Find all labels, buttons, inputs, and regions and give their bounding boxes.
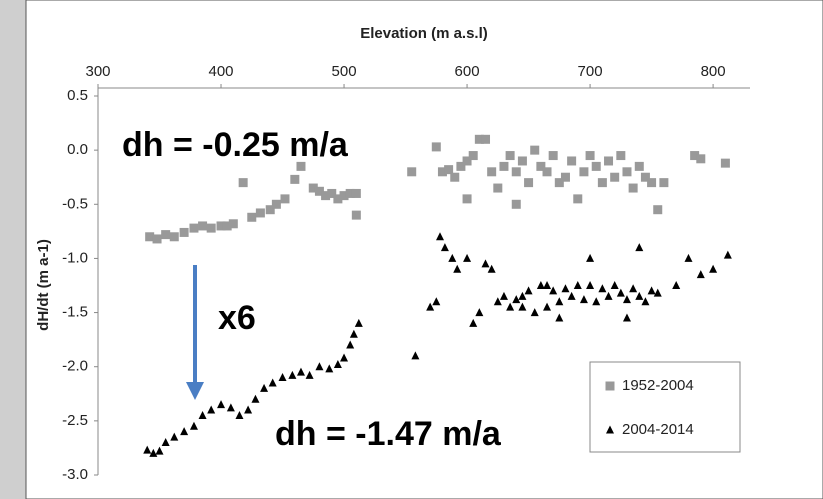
point <box>161 230 170 239</box>
point <box>189 224 198 233</box>
point <box>247 213 256 222</box>
point <box>229 219 238 228</box>
y-tick-label: 0.0 <box>67 141 88 158</box>
y-tick-label: -3.0 <box>62 466 88 483</box>
point <box>407 167 416 176</box>
point <box>530 146 539 155</box>
point <box>207 224 216 233</box>
point <box>481 135 490 144</box>
point <box>592 162 601 171</box>
x-tick-label: 600 <box>455 63 480 80</box>
point <box>721 159 730 168</box>
point <box>579 167 588 176</box>
point <box>653 205 662 214</box>
point <box>647 178 656 187</box>
y-tick-label: 0.5 <box>67 87 88 104</box>
point <box>180 228 189 237</box>
point <box>352 211 361 220</box>
point <box>352 189 361 198</box>
y-tick-label: -0.5 <box>62 195 88 212</box>
point <box>586 151 595 160</box>
legend-box <box>590 362 740 452</box>
point <box>493 184 502 193</box>
y-tick-label: -2.0 <box>62 358 88 375</box>
point <box>256 208 265 217</box>
x-axis-title: Elevation (m a.s.l) <box>360 25 488 42</box>
point <box>153 234 162 243</box>
point <box>290 175 299 184</box>
x-tick-label: 400 <box>209 63 234 80</box>
point <box>549 151 558 160</box>
x-tick-label: 500 <box>332 63 357 80</box>
point <box>635 162 644 171</box>
point <box>512 200 521 209</box>
annotation: dh = -1.47 m/a <box>275 415 502 453</box>
point <box>198 221 207 230</box>
point <box>598 178 607 187</box>
point <box>543 167 552 176</box>
y-tick-label: -1.5 <box>62 304 88 321</box>
point <box>487 167 496 176</box>
y-tick-label: -2.5 <box>62 412 88 429</box>
point <box>629 184 638 193</box>
legend-label: 2004-2014 <box>622 421 694 438</box>
point <box>170 232 179 241</box>
annotation: x6 <box>218 299 256 337</box>
y-axis-title: dH/dt (m a-1) <box>35 239 52 331</box>
point <box>432 142 441 151</box>
point <box>239 178 248 187</box>
legend-label: 1952-2004 <box>622 377 694 394</box>
y-tick-label: -1.0 <box>62 249 88 266</box>
point <box>616 151 625 160</box>
point <box>573 194 582 203</box>
legend-marker <box>606 382 615 391</box>
point <box>659 178 668 187</box>
point <box>518 156 527 165</box>
chart: Elevation (m a.s.l) dH/dt (m a-1) 300 400… <box>0 0 823 499</box>
point <box>272 200 281 209</box>
annotation: dh = -0.25 m/a <box>122 126 349 164</box>
point <box>622 167 631 176</box>
point <box>280 194 289 203</box>
point <box>524 178 533 187</box>
point <box>567 156 576 165</box>
point <box>561 173 570 182</box>
point <box>499 162 508 171</box>
point <box>696 154 705 163</box>
point <box>512 167 521 176</box>
x-tick-label: 300 <box>85 63 110 80</box>
x-tick-label: 700 <box>578 63 603 80</box>
point <box>506 151 515 160</box>
point <box>469 151 478 160</box>
x-tick-label: 800 <box>701 63 726 80</box>
point <box>463 194 472 203</box>
point <box>450 173 459 182</box>
point <box>604 156 613 165</box>
point <box>610 173 619 182</box>
